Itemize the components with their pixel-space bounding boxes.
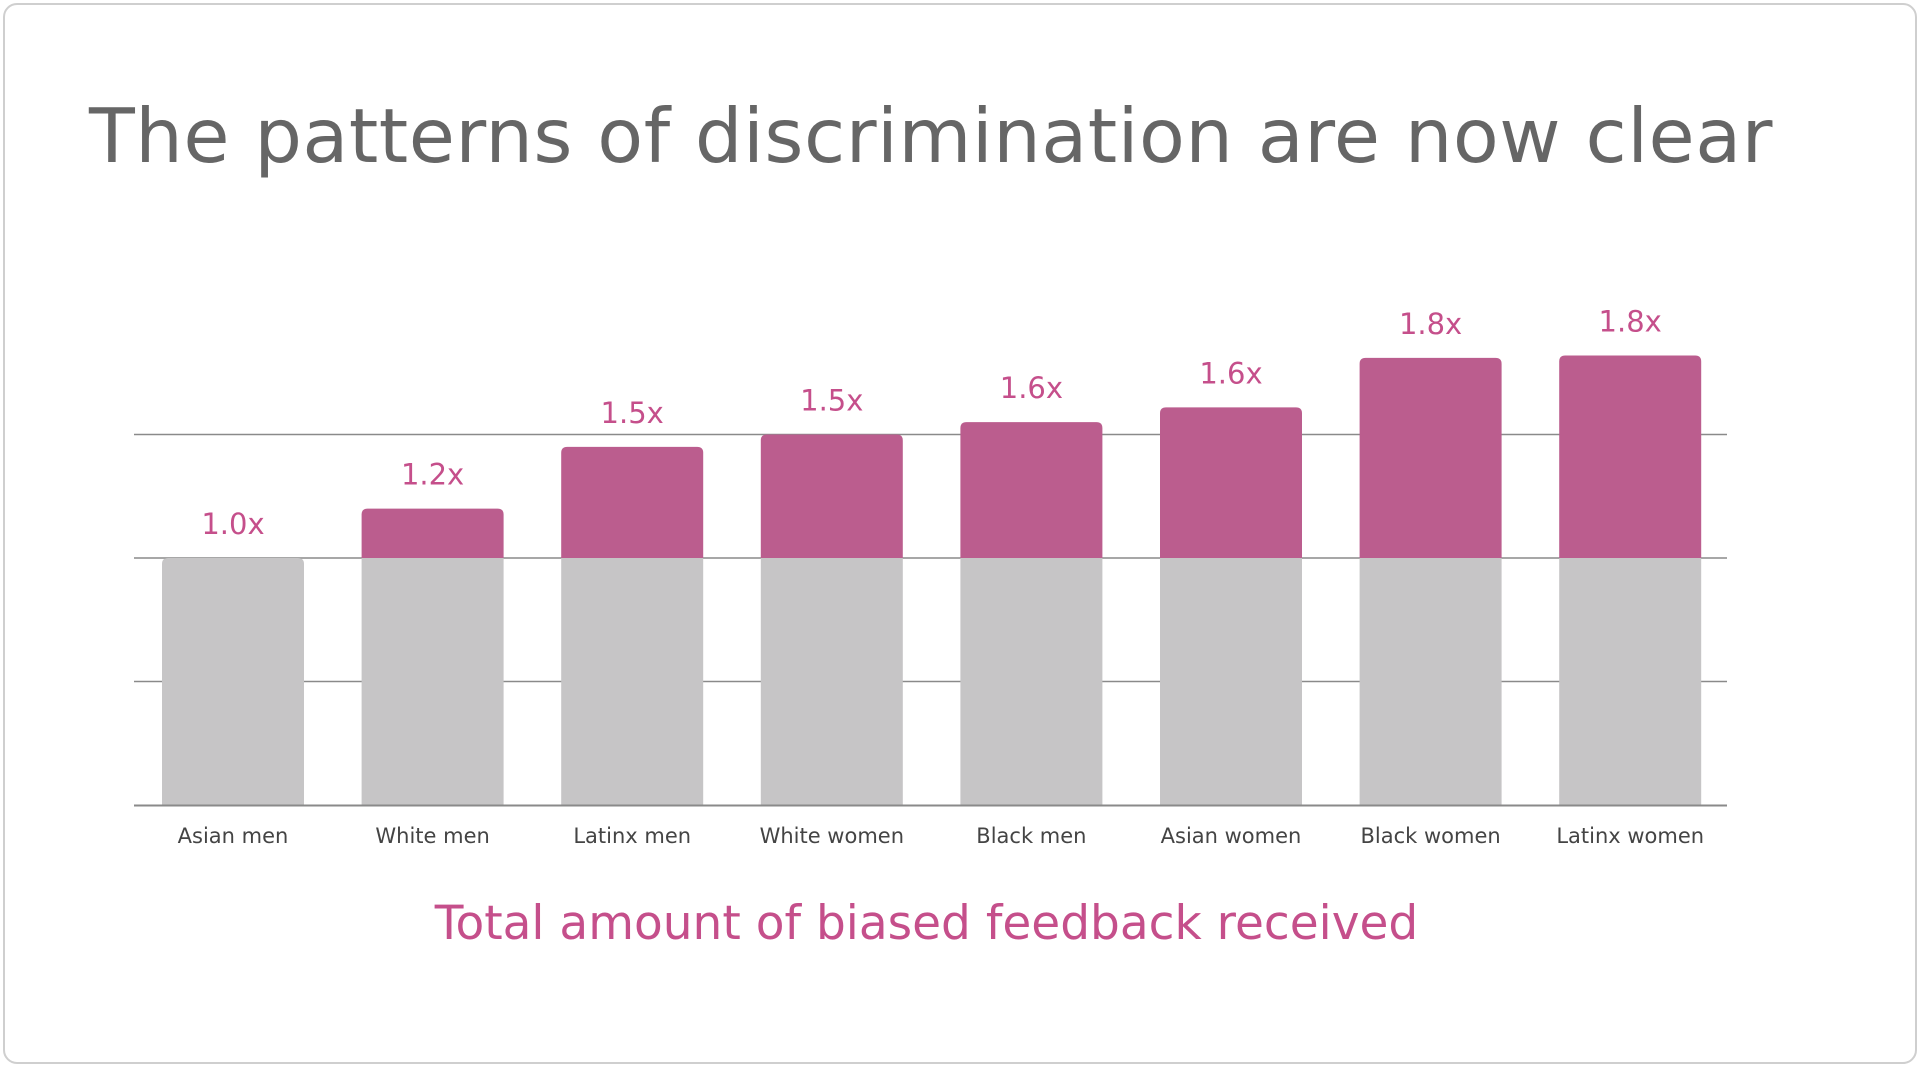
data-labels: 1.0x 1.2x 1.5x 1.5x 1.6x 1.6x 1.8x 1.8x (201, 304, 1661, 541)
x-tick-label: Latinx women (1556, 824, 1704, 848)
data-label: 1.8x (1399, 307, 1462, 341)
x-tick-label: Black women (1360, 824, 1500, 848)
chart-caption: Total amount of biased feedback received (434, 896, 1419, 951)
bar-excess (561, 446, 704, 558)
bar-excess (960, 422, 1103, 558)
x-tick-label: Asian men (178, 824, 289, 848)
data-label: 1.8x (1599, 304, 1662, 338)
data-label: 1.2x (401, 458, 464, 492)
x-tick-label: White women (760, 824, 904, 848)
bar-excess (361, 508, 504, 558)
bar-base (760, 558, 903, 805)
data-label: 1.5x (601, 396, 664, 430)
x-tick-labels: Asian men White men Latinx men White women B… (178, 824, 1704, 848)
bar-excess (760, 434, 903, 558)
bar-base (1359, 558, 1502, 805)
data-label: 1.6x (1199, 356, 1262, 390)
bar-excess (1359, 357, 1502, 558)
data-label: 1.0x (201, 507, 264, 541)
bar-excess (1160, 407, 1302, 558)
bar-base (162, 558, 304, 805)
x-tick-label: White men (375, 824, 489, 848)
x-tick-label: Latinx men (573, 824, 691, 848)
data-label: 1.5x (800, 384, 863, 418)
bar-base (1160, 558, 1302, 805)
data-label: 1.6x (1000, 371, 1063, 405)
bar-excess (1559, 355, 1702, 558)
bar-base (361, 558, 504, 805)
bar-base (561, 558, 704, 805)
bar-base (1559, 558, 1702, 805)
bar-base (960, 558, 1103, 805)
bars (162, 355, 1702, 805)
x-tick-label: Asian women (1161, 824, 1302, 848)
slide-title: The patterns of discrimination are now c… (88, 92, 1773, 180)
x-tick-label: Black men (976, 824, 1086, 848)
